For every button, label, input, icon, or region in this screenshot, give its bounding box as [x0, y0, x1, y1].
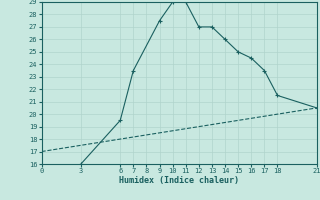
- X-axis label: Humidex (Indice chaleur): Humidex (Indice chaleur): [119, 176, 239, 185]
